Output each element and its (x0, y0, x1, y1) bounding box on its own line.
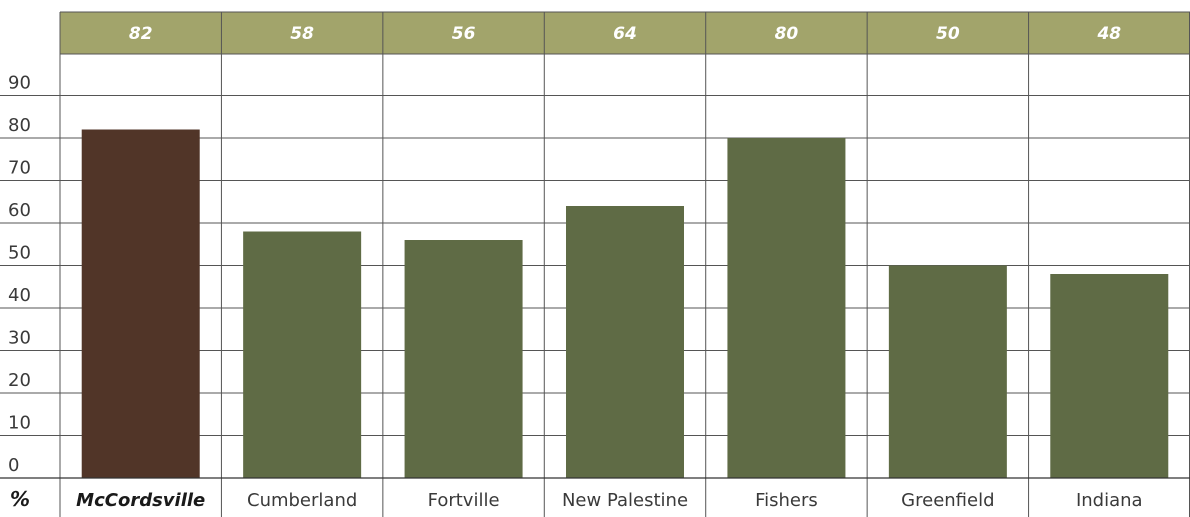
header-band (60, 12, 1190, 54)
labels: 82 58 56 64 80 50 48 0 10 20 30 40 50 60 70 80 90% McCord… (8, 24, 1143, 511)
bar-new-palestine (566, 206, 684, 478)
bar-indiana (1050, 274, 1169, 478)
y-tick-label-20: 20 (8, 370, 31, 391)
y-unit-label: % (10, 487, 30, 511)
y-tick-label-90: 90 (8, 73, 31, 94)
header-value-2: 58 (290, 24, 314, 44)
header-value-7: 48 (1096, 24, 1121, 44)
category-label-2: Cumberland (247, 490, 357, 511)
category-label-6: Greenfield (901, 490, 994, 511)
bar-cumberland (243, 231, 362, 478)
category-label-5: Fishers (755, 490, 818, 511)
header-value-3: 56 (452, 24, 476, 44)
y-tick-label-70: 70 (8, 158, 31, 179)
category-label-4: New Palestine (562, 490, 688, 511)
bar-mccordsville (81, 129, 200, 478)
bars (81, 129, 1169, 478)
category-label-7: Indiana (1076, 490, 1143, 511)
header-value-6: 50 (936, 24, 960, 44)
category-label-1: McCordsville (76, 490, 205, 511)
y-tick-label-80: 80 (8, 115, 31, 136)
header-value-4: 64 (613, 24, 637, 44)
header-value-5: 80 (775, 24, 799, 44)
y-tick-label-30: 30 (8, 328, 31, 349)
bar-fortville (404, 240, 523, 478)
category-label-3: Fortville (428, 490, 500, 511)
y-tick-label-50: 50 (8, 243, 31, 264)
y-tick-label-40: 40 (8, 285, 31, 306)
header-band-fill (60, 12, 1190, 54)
y-tick-label-10: 10 (8, 413, 31, 434)
header-value-1: 82 (129, 24, 153, 44)
bar-fishers (727, 138, 846, 478)
y-tick-label-0: 0 (8, 455, 19, 476)
y-tick-label-60: 60 (8, 200, 31, 221)
bar-greenfield (888, 265, 1007, 478)
